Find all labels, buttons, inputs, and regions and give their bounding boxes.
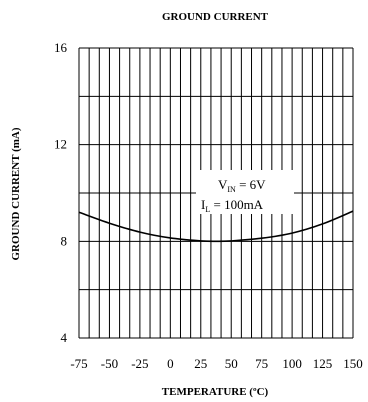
y-tick-label: 12 — [54, 137, 67, 152]
annotation-vin: VIN = 6V — [218, 177, 266, 194]
x-tick-label: 150 — [343, 356, 363, 371]
x-axis-label: TEMPERATURE (ºC) — [162, 386, 269, 398]
x-tick-label: 125 — [313, 356, 333, 371]
x-tick-label: 100 — [282, 356, 302, 371]
x-tick-label: 0 — [167, 356, 174, 371]
series-line-ground-current — [78, 210, 354, 243]
x-tick-label: 25 — [194, 356, 207, 371]
y-tick-label: 16 — [54, 40, 68, 55]
x-tick-label: -25 — [131, 356, 148, 371]
y-axis-label: GROUND CURRENT (mA) — [10, 127, 22, 260]
chart-title: GROUND CURRENT — [162, 11, 269, 23]
y-tick-label: 4 — [61, 330, 68, 345]
y-tick-label: 8 — [61, 233, 68, 248]
annotation-background — [196, 170, 294, 214]
x-tick-label: -75 — [70, 356, 87, 371]
x-tick-label: 75 — [255, 356, 268, 371]
x-tick-label: 50 — [225, 356, 238, 371]
annotation-box: VIN = 6V IL = 100mA — [196, 170, 294, 214]
x-tick-labels: -75 -50 -25 0 25 50 75 100 125 150 — [70, 356, 362, 371]
annotation-il: IL = 100mA — [201, 197, 264, 214]
y-tick-labels: 4 8 12 16 — [54, 40, 68, 345]
x-tick-label: -50 — [101, 356, 118, 371]
